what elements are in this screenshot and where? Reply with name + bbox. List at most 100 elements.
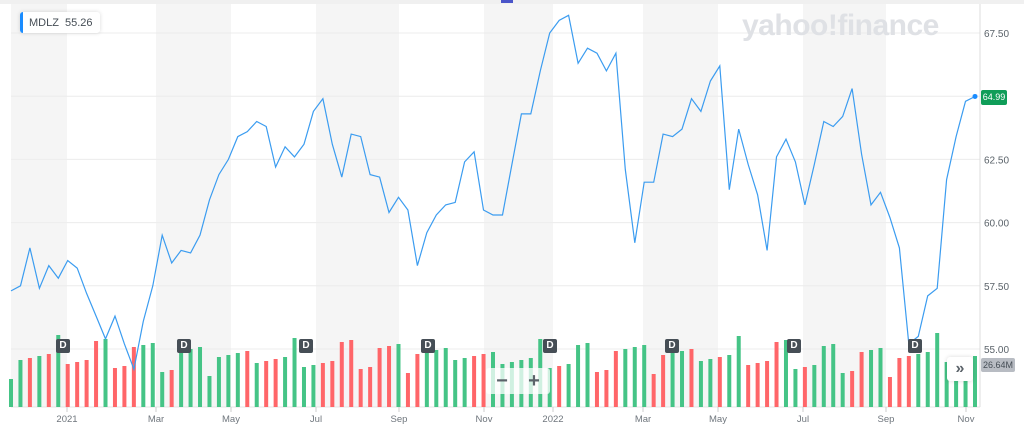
volume-bar	[793, 369, 798, 407]
volume-bar	[160, 372, 165, 407]
x-tick-label: 2021	[56, 414, 77, 425]
dividend-marker[interactable]: D	[908, 339, 922, 353]
x-tick-label: Jul	[310, 414, 322, 425]
zoom-in-button[interactable]: +	[528, 369, 540, 392]
volume-bar	[207, 376, 212, 407]
y-tick-label: 60.00	[984, 219, 1009, 230]
volume-bar	[812, 365, 817, 407]
volume-bar	[755, 363, 760, 407]
volume-bar	[802, 367, 807, 407]
last-point-marker	[972, 93, 978, 99]
volume-bar	[9, 379, 13, 407]
volume-bar	[216, 357, 221, 407]
y-tick-label: 55.00	[984, 345, 1009, 356]
volume-bar	[141, 345, 146, 407]
volume-bar	[613, 351, 618, 407]
volume-bar	[443, 348, 448, 407]
volume-bar	[604, 370, 609, 407]
x-tick-label: Nov	[958, 414, 975, 425]
volume-bar	[150, 343, 155, 407]
volume-bar	[311, 365, 316, 407]
y-tick-label: 67.50	[984, 29, 1009, 40]
volume-bar	[396, 344, 401, 407]
yahoo-finance-logo: yahoo!finance	[742, 9, 939, 42]
dividend-marker[interactable]: D	[299, 339, 313, 353]
volume-bar	[698, 361, 703, 407]
volume-bar	[18, 360, 23, 407]
x-tick-label: Nov	[476, 414, 493, 425]
volume-bar	[481, 354, 486, 407]
volume-bar	[935, 333, 940, 407]
volume-bar	[765, 361, 770, 407]
volume-bar	[840, 373, 845, 407]
volume-bar	[623, 349, 628, 407]
volume-bar	[273, 359, 278, 407]
dividend-marker[interactable]: D	[421, 339, 435, 353]
dividend-marker[interactable]: D	[56, 339, 70, 353]
legend-symbol: MDLZ	[29, 16, 59, 29]
volume-bar	[122, 366, 127, 407]
last-price-badge: 64.99	[981, 90, 1007, 105]
volume-bar	[727, 355, 732, 407]
volume-bar	[368, 367, 373, 407]
volume-bar	[330, 361, 335, 407]
volume-bar	[472, 356, 477, 407]
range-drag-handle[interactable]	[501, 0, 513, 3]
symbol-legend[interactable]: MDLZ 55.26	[20, 12, 101, 33]
x-tick-label: May	[709, 414, 727, 425]
x-tick-label: Sep	[391, 414, 408, 425]
volume-bar	[689, 349, 694, 407]
volume-bar	[46, 354, 51, 407]
y-tick-label: 62.50	[984, 155, 1009, 166]
dividend-marker[interactable]: D	[177, 339, 191, 353]
y-tick-label: 57.50	[984, 282, 1009, 293]
volume-bar	[358, 369, 363, 407]
x-tick-label: Jul	[797, 414, 809, 425]
volume-bar	[831, 344, 836, 407]
volume-bar	[887, 377, 892, 407]
volume-bar	[585, 343, 590, 407]
volume-bar	[169, 370, 174, 407]
volume-bar	[179, 351, 184, 407]
volume-bar	[670, 353, 675, 407]
volume-bar	[387, 346, 392, 407]
volume-bar	[103, 339, 108, 407]
volume-bar	[916, 354, 921, 407]
volume-bar	[680, 351, 685, 407]
volume-bar	[131, 347, 136, 407]
volume-bar	[869, 350, 874, 407]
scroll-to-latest-button[interactable]: »	[947, 357, 973, 381]
dividend-marker[interactable]: D	[543, 339, 557, 353]
legend-value: 55.26	[64, 16, 93, 29]
volume-bar	[405, 373, 410, 407]
volume-bar	[821, 346, 826, 407]
x-tick-label: Mar	[635, 414, 651, 425]
volume-bar	[708, 359, 713, 407]
volume-bar	[746, 365, 751, 407]
dividend-marker[interactable]: D	[787, 339, 801, 353]
dividend-marker[interactable]: D	[665, 339, 679, 353]
volume-bar	[84, 360, 89, 407]
volume-bar	[349, 340, 354, 407]
x-tick-label: Mar	[148, 414, 164, 425]
month-band	[156, 4, 231, 407]
volume-bar	[717, 357, 722, 407]
volume-bar	[75, 362, 80, 407]
price-line	[10, 14, 976, 372]
volume-bar	[415, 354, 420, 407]
volume-bar	[37, 356, 42, 407]
x-tick-label: May	[222, 414, 240, 425]
month-band	[643, 4, 718, 407]
series-color-swatch	[20, 12, 23, 33]
volume-bar	[878, 348, 883, 407]
volume-bar	[424, 352, 429, 407]
volume-bar	[56, 335, 61, 407]
volume-bar	[774, 342, 779, 407]
zoom-out-button[interactable]: −	[496, 369, 508, 392]
volume-bar	[453, 360, 458, 407]
volume-bar	[642, 345, 647, 407]
volume-bar	[198, 347, 203, 407]
volume-bar	[859, 352, 864, 407]
